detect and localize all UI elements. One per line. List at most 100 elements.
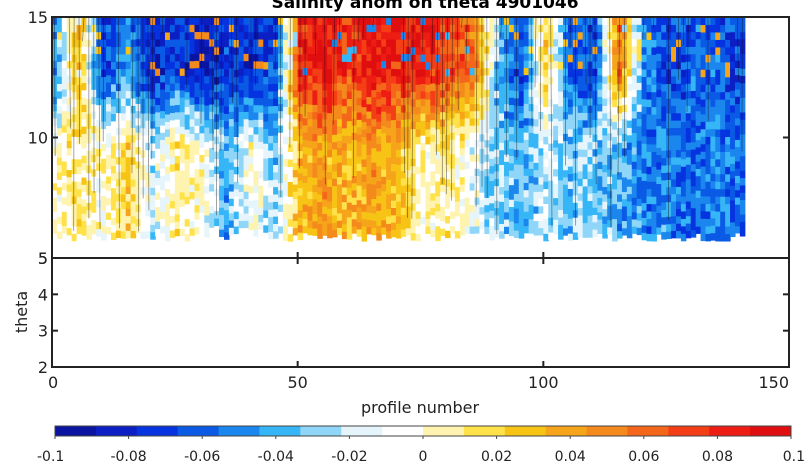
heatmap-cell <box>179 220 186 229</box>
heatmap-cell <box>233 136 240 145</box>
heatmap-cell <box>631 110 638 119</box>
heatmap-cell <box>312 97 318 105</box>
heatmap-cell <box>395 120 402 129</box>
heatmap-cell <box>282 91 289 100</box>
heatmap-cell <box>464 204 471 213</box>
heatmap-cell <box>86 231 92 240</box>
heatmap-cell <box>508 206 515 215</box>
heatmap-cell <box>553 118 559 126</box>
heatmap-cell <box>361 61 368 70</box>
heatmap-cell <box>366 38 372 47</box>
heatmap-cell <box>101 173 107 182</box>
heatmap-cell <box>690 83 697 91</box>
heatmap-cell <box>209 219 215 228</box>
heatmap-cell <box>248 82 255 91</box>
heatmap-cell <box>656 45 662 54</box>
heatmap-cell <box>174 228 181 237</box>
heatmap-cell <box>238 213 245 221</box>
heatmap-cell <box>715 39 721 48</box>
heatmap-cell <box>661 83 667 92</box>
heatmap-cell <box>725 196 731 205</box>
heatmap-cell <box>174 111 181 120</box>
heatmap-cell <box>656 53 662 62</box>
heatmap-cell <box>459 46 466 54</box>
contour-line <box>475 17 478 207</box>
heatmap-cell <box>621 205 628 214</box>
heatmap-cell <box>577 192 584 201</box>
heatmap-cell <box>189 126 196 134</box>
heatmap-cell <box>243 133 250 141</box>
heatmap-cell <box>179 104 186 113</box>
heatmap-cell <box>597 146 603 155</box>
heatmap-cell <box>71 188 78 197</box>
heatmap-cell <box>720 106 726 115</box>
heatmap-cell <box>700 69 707 78</box>
heatmap-cell <box>430 119 436 128</box>
heatmap-cell <box>110 17 117 26</box>
heatmap-cell <box>209 176 215 185</box>
heatmap-cell <box>371 205 377 214</box>
heatmap-cell <box>567 98 574 108</box>
heatmap-cell <box>734 196 741 205</box>
heatmap-cell <box>71 106 78 115</box>
heatmap-cell <box>366 110 372 119</box>
heatmap-cell <box>577 112 584 121</box>
heatmap-cell <box>474 117 481 126</box>
heatmap-cell <box>219 177 225 186</box>
heatmap-cell <box>312 198 318 207</box>
heatmap-cell <box>219 90 225 99</box>
heatmap-cell <box>715 211 721 220</box>
heatmap-cell <box>302 182 309 191</box>
heatmap-cell <box>179 111 186 120</box>
heatmap-cell <box>243 176 250 185</box>
heatmap-cell <box>391 104 397 113</box>
heatmap-cell <box>685 223 692 231</box>
heatmap-cell <box>174 89 181 98</box>
heatmap-cell <box>292 227 299 236</box>
colorbar-segment <box>300 426 342 436</box>
heatmap-cell <box>302 132 309 140</box>
heatmap-cell <box>52 182 58 191</box>
heatmap-cell <box>548 231 554 240</box>
heatmap-cell <box>381 125 387 134</box>
contour-line <box>457 17 459 110</box>
heatmap-cell <box>705 195 711 205</box>
heatmap-cell <box>71 210 78 219</box>
heatmap-cell <box>165 195 171 204</box>
heatmap-cell <box>720 173 726 182</box>
heatmap-cell <box>71 121 78 130</box>
heatmap-cell <box>228 96 235 105</box>
heatmap-cell <box>504 139 510 148</box>
heatmap-cell <box>160 96 166 104</box>
heatmap-cell <box>617 98 623 106</box>
heatmap-cell <box>361 129 368 138</box>
heatmap-cell <box>715 158 721 167</box>
heatmap-cell <box>405 155 412 163</box>
heatmap-cell <box>499 90 505 99</box>
heatmap-cell <box>189 67 196 76</box>
heatmap-cell <box>508 177 515 186</box>
heatmap-cell <box>621 176 628 185</box>
heatmap-cell <box>346 68 353 77</box>
heatmap-cell <box>523 203 530 212</box>
heatmap-cell <box>582 97 589 106</box>
colorbar-segment <box>463 426 506 436</box>
heatmap-cell <box>685 149 692 158</box>
heatmap-cell <box>106 60 112 69</box>
heatmap-cell <box>125 164 132 172</box>
heatmap-cell <box>243 147 250 156</box>
heatmap-cell <box>376 69 382 78</box>
heatmap-cell <box>587 200 594 209</box>
heatmap-cell <box>287 91 294 100</box>
heatmap-cell <box>597 175 603 184</box>
heatmap-cell <box>120 164 127 173</box>
heatmap-cell <box>641 135 648 144</box>
heatmap-cell <box>440 75 446 84</box>
heatmap-cell <box>700 91 707 100</box>
heatmap-cell <box>150 61 156 70</box>
heatmap-cell <box>695 67 702 76</box>
heatmap-cell <box>592 163 598 172</box>
heatmap-cell <box>189 140 196 149</box>
heatmap-cell <box>459 111 466 120</box>
heatmap-cell <box>238 162 245 171</box>
